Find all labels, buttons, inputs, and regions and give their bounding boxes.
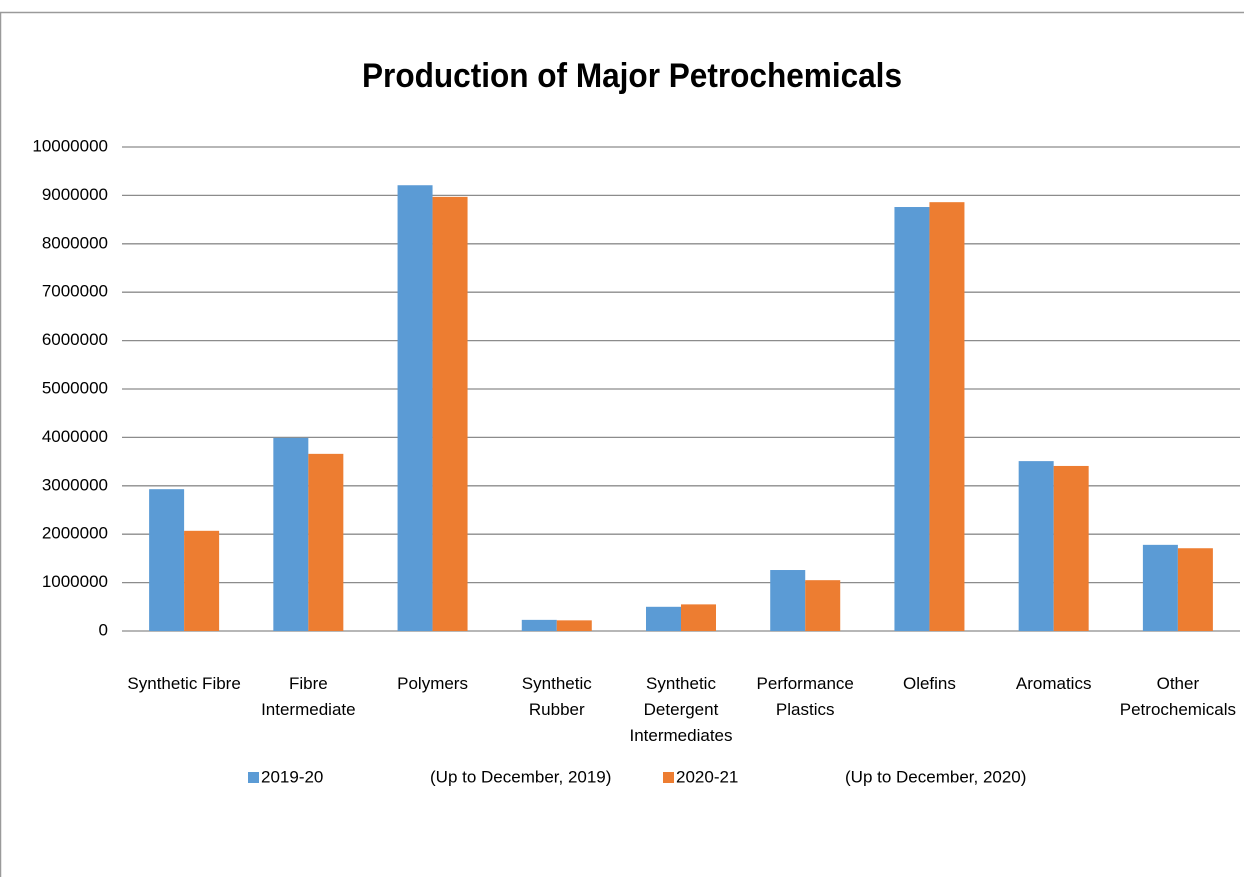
- bar: [681, 604, 716, 631]
- legend-swatch: [663, 772, 674, 783]
- legend-swatch: [248, 772, 259, 783]
- y-tick-label: 7000000: [42, 282, 108, 301]
- y-tick-label: 9000000: [42, 185, 108, 204]
- x-tick-label: Olefins: [903, 674, 956, 693]
- x-tick-label: Performance Plastics: [757, 674, 854, 719]
- legend-label: 2019-20: [261, 767, 323, 786]
- y-tick-label: 3000000: [42, 475, 108, 494]
- chart-title: Production of Major Petrochemicals: [362, 57, 902, 95]
- x-tick-label: Polymers: [397, 674, 468, 693]
- legend-label: 2020-21: [676, 767, 738, 786]
- bar: [273, 437, 309, 631]
- y-tick-label: 10000000: [32, 136, 108, 155]
- bar: [1053, 465, 1089, 631]
- x-tick-label: Synthetic Fibre: [127, 674, 240, 693]
- x-tick-label: Synthetic Detergent Intermediates: [630, 674, 733, 745]
- y-tick-label: 4000000: [42, 427, 108, 446]
- bar: [805, 580, 841, 631]
- bar: [184, 530, 220, 631]
- chart-border: [0, 11, 1244, 877]
- bar: [894, 207, 930, 632]
- y-tick-label: 0: [99, 620, 108, 639]
- x-tick-label: Synthetic Rubber: [522, 674, 592, 719]
- bar: [770, 570, 806, 631]
- bar: [1018, 461, 1054, 631]
- bar: [1177, 548, 1213, 631]
- bar: [149, 489, 185, 631]
- bar: [929, 202, 965, 631]
- legend-period: (Up to December, 2019): [430, 767, 611, 786]
- legend-period: (Up to December, 2020): [845, 767, 1026, 786]
- bar: [1142, 544, 1178, 631]
- bar: [397, 185, 433, 631]
- bar: [646, 606, 681, 631]
- x-tick-label: Aromatics: [1016, 674, 1092, 693]
- y-tick-label: 6000000: [42, 330, 108, 349]
- bar: [308, 453, 344, 631]
- x-tick-label: Fibre Intermediate: [261, 674, 356, 719]
- y-tick-label: 8000000: [42, 233, 108, 252]
- y-tick-label: 1000000: [42, 572, 108, 591]
- bar: [556, 620, 592, 631]
- y-tick-label: 2000000: [42, 524, 108, 543]
- bar: [432, 196, 468, 632]
- x-tick-label: Other Petrochemicals: [1120, 674, 1236, 719]
- y-tick-label: 5000000: [42, 378, 108, 397]
- bar: [521, 619, 557, 631]
